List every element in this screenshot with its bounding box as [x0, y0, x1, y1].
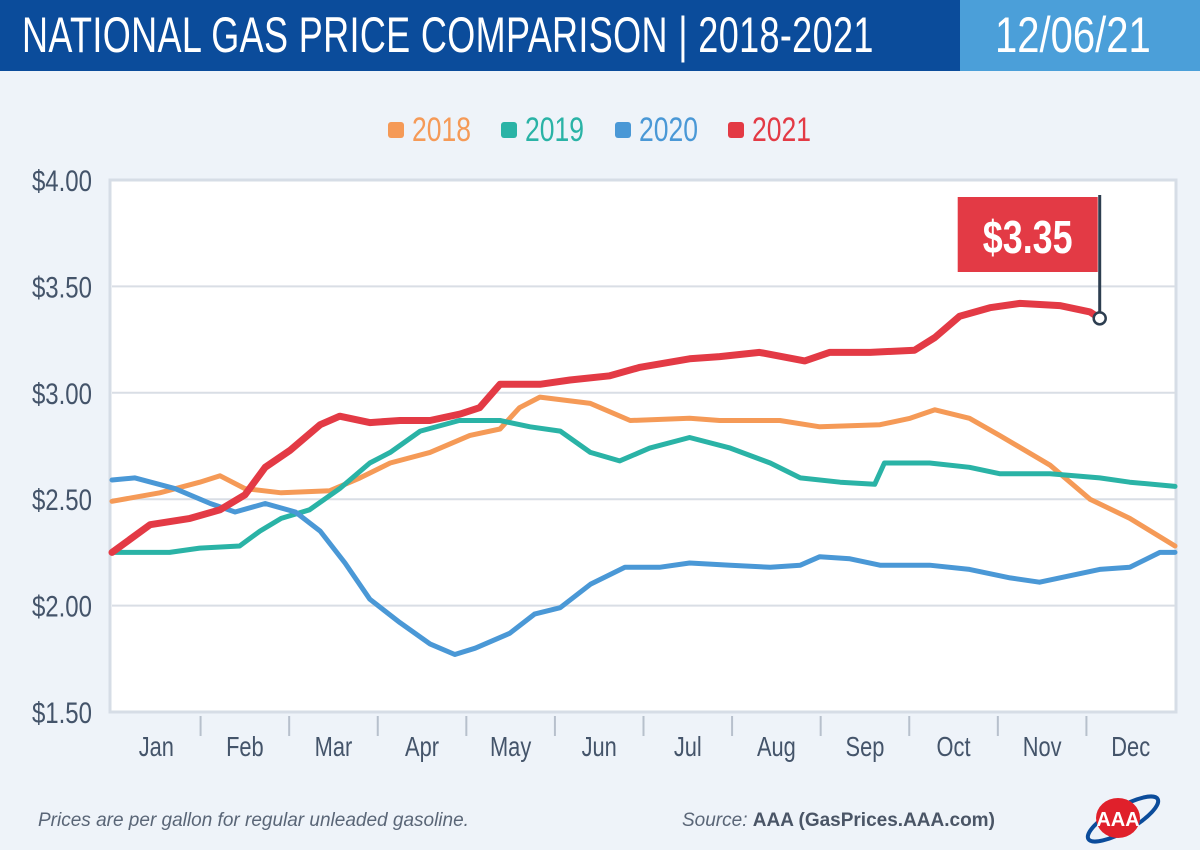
y-tick-label: $2.00	[32, 589, 92, 623]
legend-item-2019: 2019	[501, 111, 585, 150]
legend-swatch-2019	[501, 122, 518, 138]
x-tick-label: May	[490, 731, 532, 762]
x-tick-label: Feb	[226, 731, 264, 762]
legend-item-2018: 2018	[387, 111, 472, 150]
x-tick-label: Dec	[1111, 731, 1150, 762]
source: Source: AAA (GasPrices.AAA.com)	[682, 810, 995, 832]
legend-item-2020: 2020	[614, 111, 699, 150]
x-tick-label: Jun	[582, 731, 617, 762]
date-label: 12/06/21	[995, 7, 1151, 63]
source-value: AAA (GasPrices.AAA.com)	[752, 810, 995, 831]
header-bar: NATIONAL GAS PRICE COMPARISON | 2018-202…	[0, 0, 960, 71]
footnote: Prices are per gallon for regular unlead…	[38, 810, 469, 831]
y-tick-label: $4.00	[32, 163, 92, 197]
callout-point	[1092, 311, 1107, 326]
y-tick-label: $3.00	[32, 376, 92, 410]
y-tick-label: $3.50	[32, 270, 92, 304]
y-tick-label: $2.50	[32, 483, 92, 517]
x-tick-label: Jul	[674, 731, 702, 762]
callout-box	[957, 197, 1098, 272]
source-label: Source:	[682, 810, 748, 831]
x-tick-label: Oct	[937, 731, 971, 762]
date-box: 12/06/21	[960, 0, 1200, 71]
series-line-2021	[108, 299, 1104, 556]
x-tick-label: Nov	[1023, 731, 1062, 762]
series-line-2019	[109, 418, 1178, 555]
y-tick-label: $1.50	[32, 695, 92, 729]
x-tick-label: Aug	[757, 731, 796, 762]
legend: 2018 2019 2020 2021	[0, 108, 1200, 150]
x-tick-label: Apr	[405, 731, 439, 762]
x-tick-label: Mar	[315, 731, 353, 762]
aaa-logo: AAA	[1085, 794, 1161, 844]
x-tick-label: Sep	[846, 731, 885, 762]
legend-item-2021: 2021	[728, 111, 812, 150]
x-tick-label: Jan	[139, 731, 174, 762]
chart-title: NATIONAL GAS PRICE COMPARISON | 2018-202…	[22, 7, 874, 63]
series-line-2018	[109, 394, 1178, 549]
svg-text:AAA: AAA	[1096, 809, 1139, 831]
series-line-2020	[109, 475, 1178, 657]
legend-swatch-2018	[387, 122, 404, 138]
legend-swatch-2021	[728, 122, 745, 138]
callout-value: $3.35	[983, 212, 1073, 263]
legend-swatch-2020	[614, 122, 631, 138]
